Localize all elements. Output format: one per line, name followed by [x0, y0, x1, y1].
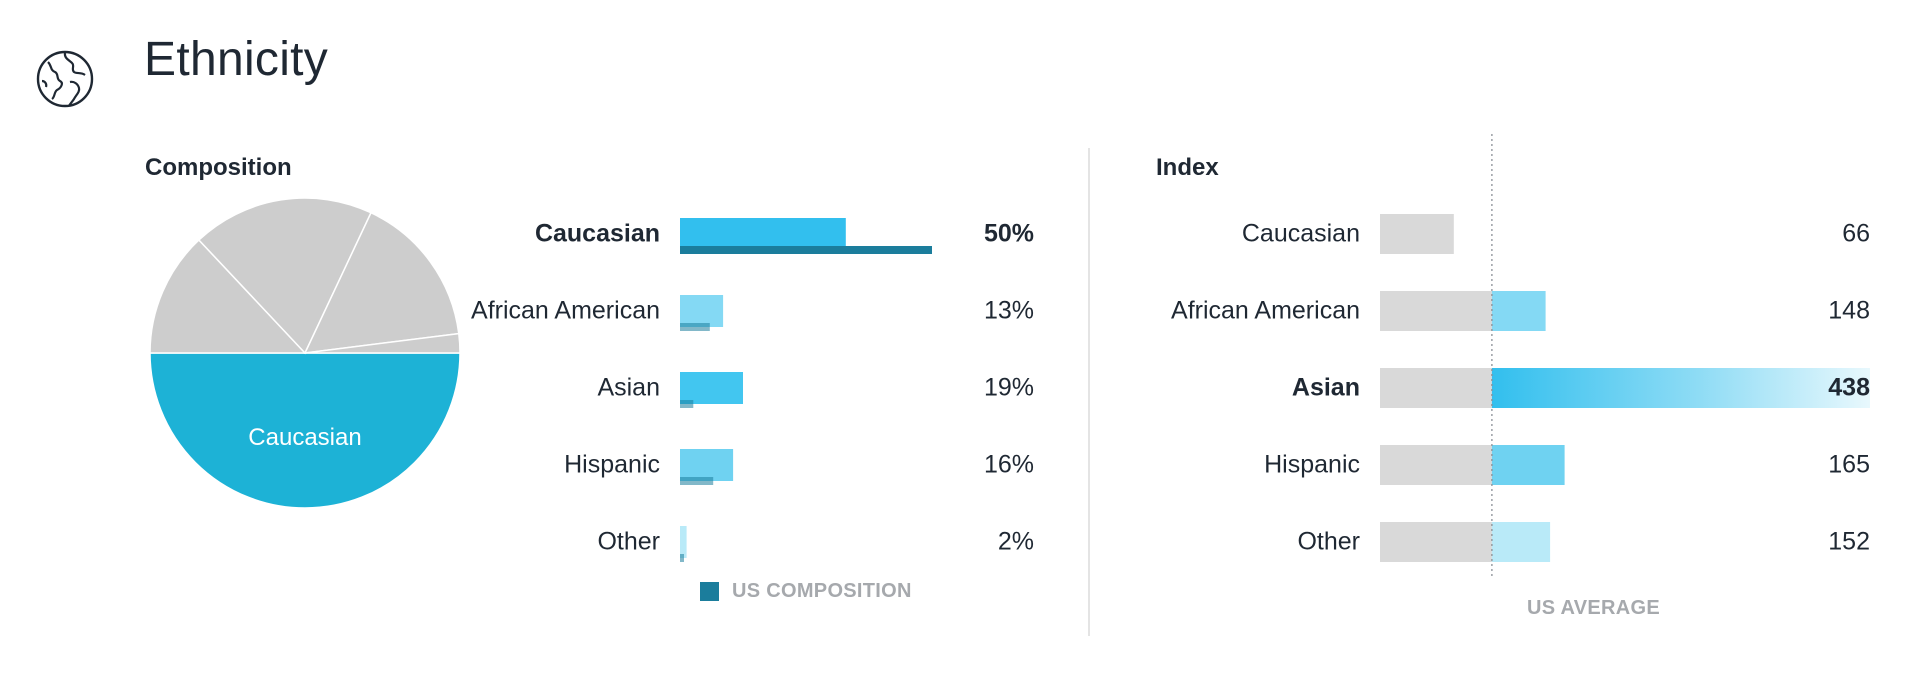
us-composition-marker-caucasian	[680, 246, 932, 254]
index-row-value-african-american: 148	[1828, 296, 1870, 325]
page-title: Ethnicity	[144, 33, 329, 86]
index-bar-base-asian	[1380, 368, 1492, 408]
composition-bar-asian	[680, 372, 743, 404]
us-composition-marker-asian	[680, 400, 694, 408]
composition-row-label-caucasian: Caucasian	[534, 219, 660, 248]
pie-slice-african-american	[149, 238, 307, 354]
pie-slice-caucasian	[149, 352, 461, 509]
index-row-label-hispanic: Hispanic	[1264, 450, 1360, 479]
index-row-label-african-american: African American	[1171, 296, 1360, 325]
section-divider	[1088, 148, 1090, 636]
composition-bar-hispanic	[680, 449, 734, 481]
index-bar-african-american	[1491, 291, 1546, 331]
composition-bar-caucasian	[680, 218, 846, 250]
index-row-value-asian: 438	[1828, 373, 1870, 402]
us-composition-marker-other	[680, 554, 684, 562]
composition-bar-african-american	[680, 295, 724, 327]
index-bar-base-hispanic	[1380, 445, 1492, 485]
index-row-label-other: Other	[1297, 527, 1360, 556]
pie-slice-other	[304, 332, 461, 354]
legend-swatch-us-composition	[700, 582, 719, 601]
composition-row-label-other: Other	[597, 527, 660, 556]
index-row-value-hispanic: 165	[1828, 450, 1870, 479]
composition-row-value-other: 2%	[997, 527, 1034, 556]
index-bar-other	[1491, 522, 1551, 562]
index-row-label-asian: Asian	[1291, 373, 1360, 402]
index-title: Index	[1156, 154, 1219, 181]
index-bar-asian	[1491, 368, 1870, 408]
composition-row-value-asian: 19%	[983, 373, 1034, 402]
us-average-label: US AVERAGE	[1527, 597, 1661, 619]
composition-row-value-caucasian: 50%	[983, 219, 1034, 248]
us-composition-marker-hispanic	[680, 477, 714, 485]
composition-row-label-asian: Asian	[597, 373, 660, 402]
composition-row-label-hispanic: Hispanic	[564, 450, 660, 479]
composition-row-label-african-american: African American	[471, 296, 660, 325]
composition-title: Composition	[145, 154, 292, 181]
index-bar-base-other	[1380, 522, 1492, 562]
composition-row-value-african-american: 13%	[983, 296, 1034, 325]
index-row-label-caucasian: Caucasian	[1241, 219, 1360, 248]
index-bar-base-caucasian	[1380, 214, 1454, 254]
composition-bar-other	[680, 526, 687, 558]
index-bar-base-african-american	[1380, 291, 1492, 331]
index-bar-hispanic	[1491, 445, 1565, 485]
composition-pie-chart: Caucasian	[149, 197, 461, 509]
composition-row-value-hispanic: 16%	[983, 450, 1034, 479]
pie-slice-label: Caucasian	[248, 424, 361, 451]
legend-label-us-composition: US COMPOSITION	[732, 580, 912, 602]
index-row-value-caucasian: 66	[1842, 219, 1870, 248]
us-composition-marker-african-american	[680, 323, 710, 331]
globe-icon	[34, 48, 96, 110]
index-row-value-other: 152	[1828, 527, 1870, 556]
pie-slice-asian	[197, 197, 372, 355]
pie-slice-hispanic	[303, 211, 460, 354]
